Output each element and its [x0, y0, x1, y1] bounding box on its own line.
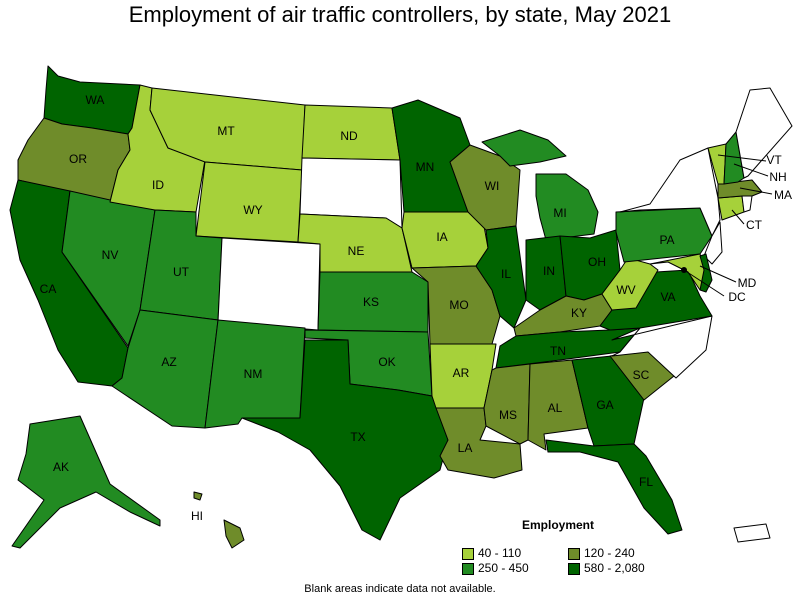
- label-WY: WY: [243, 203, 262, 217]
- label-PA: PA: [659, 233, 674, 247]
- map-title: Employment of air traffic controllers, b…: [128, 2, 672, 27]
- label-NM: NM: [244, 367, 263, 381]
- legend-label-1: 40 - 110: [478, 546, 522, 560]
- label-OH: OH: [588, 255, 606, 269]
- label-NH: NH: [769, 170, 786, 184]
- label-MA: MA: [774, 188, 792, 202]
- label-WA: WA: [86, 93, 105, 107]
- state-MA[interactable]: [717, 179, 763, 199]
- label-IL: IL: [501, 267, 511, 281]
- label-ND: ND: [340, 129, 358, 143]
- state-PR[interactable]: [733, 523, 771, 543]
- label-AR: AR: [453, 366, 470, 380]
- label-LA: LA: [458, 441, 473, 455]
- label-TN: TN: [550, 344, 566, 358]
- legend-label-2: 120 - 240: [584, 546, 635, 560]
- label-DC: DC: [728, 290, 746, 304]
- label-MS: MS: [499, 408, 517, 422]
- legend-swatch-4: [568, 562, 580, 575]
- label-CT: CT: [746, 218, 763, 232]
- state-HI-small[interactable]: [193, 491, 203, 501]
- leader-ct: [731, 209, 745, 225]
- leader-nh: [733, 163, 769, 177]
- state-CO[interactable]: [217, 237, 321, 331]
- label-MO: MO: [449, 298, 468, 312]
- label-KY: KY: [571, 306, 587, 320]
- label-AL: AL: [548, 401, 563, 415]
- state-HI[interactable]: [223, 519, 245, 549]
- label-MD: MD: [738, 276, 757, 290]
- state-CT[interactable]: [717, 195, 745, 221]
- state-MI[interactable]: [535, 173, 599, 241]
- state-ME[interactable]: [735, 87, 793, 179]
- label-KS: KS: [363, 295, 379, 309]
- state-MI-upper[interactable]: [481, 129, 567, 167]
- label-GA: GA: [596, 398, 613, 412]
- state-NC[interactable]: [611, 315, 713, 379]
- legend-item-2: 120 - 240: [568, 546, 635, 560]
- label-VT: VT: [766, 153, 782, 167]
- footnote: Blank areas indicate data not available.: [304, 583, 496, 595]
- state-KS[interactable]: [317, 271, 429, 333]
- label-WI: WI: [485, 179, 500, 193]
- label-AZ: AZ: [161, 355, 176, 369]
- state-MS[interactable]: [483, 363, 531, 445]
- state-TX[interactable]: [241, 339, 449, 541]
- label-CA: CA: [40, 282, 57, 296]
- legend-title: Employment: [522, 518, 595, 532]
- state-NH[interactable]: [723, 131, 745, 185]
- state-IL[interactable]: [475, 225, 527, 329]
- label-UT: UT: [173, 265, 190, 279]
- label-SC: SC: [633, 368, 650, 382]
- state-FL[interactable]: [545, 439, 683, 535]
- state-NJ[interactable]: [703, 221, 723, 265]
- leader-dc: [683, 269, 725, 297]
- label-AK: AK: [53, 460, 69, 474]
- state-RI[interactable]: [741, 195, 753, 213]
- label-VA: VA: [660, 290, 675, 304]
- state-WV[interactable]: [601, 257, 659, 311]
- legend-label-3: 250 - 450: [478, 561, 529, 575]
- state-WY[interactable]: [195, 161, 303, 243]
- state-WI[interactable]: [449, 144, 521, 231]
- legend-item-3: 250 - 450: [462, 561, 529, 575]
- label-TX: TX: [350, 430, 365, 444]
- legend-swatch-2: [568, 547, 580, 560]
- label-MI: MI: [553, 206, 566, 220]
- legend-swatch-1: [462, 547, 474, 560]
- label-MN: MN: [416, 160, 435, 174]
- legend-swatch-3: [462, 562, 474, 575]
- label-OK: OK: [378, 355, 395, 369]
- label-NE: NE: [348, 244, 365, 258]
- label-IA: IA: [436, 230, 447, 244]
- legend-label-4: 580 - 2,080: [584, 561, 645, 575]
- state-AK[interactable]: [11, 415, 161, 549]
- label-NV: NV: [102, 248, 119, 262]
- label-ID: ID: [152, 178, 164, 192]
- state-NY[interactable]: [619, 147, 721, 237]
- legend-item-1: 40 - 110: [462, 546, 521, 560]
- label-HI: HI: [191, 509, 203, 523]
- label-MT: MT: [217, 124, 235, 138]
- legend-item-4: 580 - 2,080: [568, 561, 645, 575]
- label-OR: OR: [69, 152, 87, 166]
- label-IN: IN: [543, 264, 555, 278]
- leader-ma: [739, 187, 773, 195]
- leader-md: [699, 265, 737, 283]
- label-WV: WV: [616, 283, 635, 297]
- leader-vt: [717, 154, 767, 162]
- label-FL: FL: [639, 475, 653, 489]
